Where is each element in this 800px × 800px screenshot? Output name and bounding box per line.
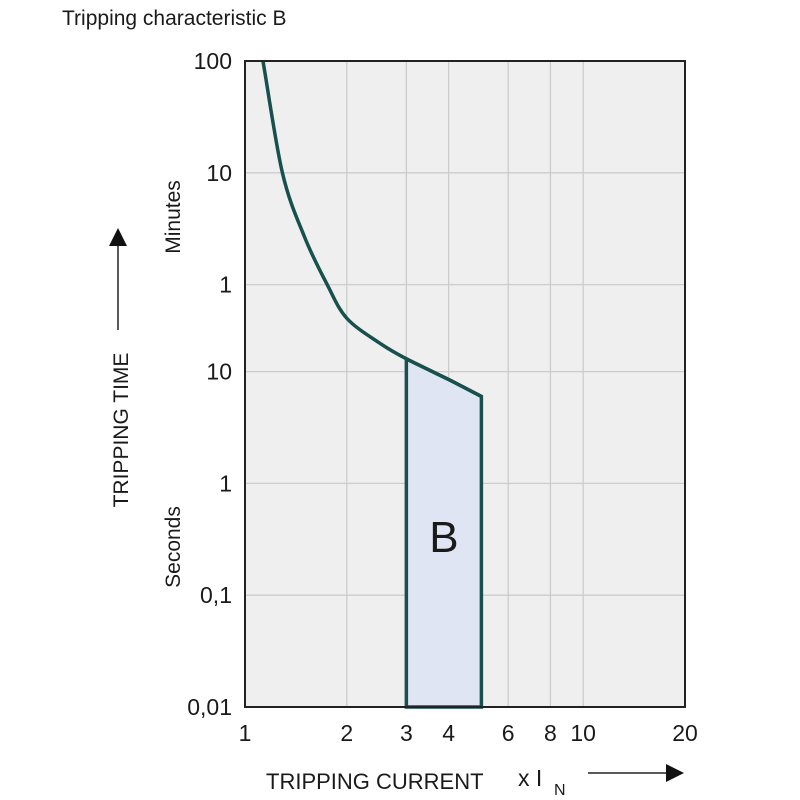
y-tick-label: 100 xyxy=(194,48,232,74)
x-tick-label: 20 xyxy=(672,720,698,746)
y-tick-label: 1 xyxy=(219,470,232,496)
x-tick-label: 6 xyxy=(502,720,515,746)
x-tick-label: 3 xyxy=(400,720,413,746)
y-tick-label: 10 xyxy=(206,359,232,385)
x-tick-label: 1 xyxy=(239,720,252,746)
x-unit-subscript: N xyxy=(554,782,566,799)
x-tick-label: 2 xyxy=(340,720,353,746)
y-tick-label: 0,01 xyxy=(187,694,232,720)
y-arrow-icon xyxy=(109,228,127,246)
x-axis-label: TRIPPING CURRENT xyxy=(266,769,484,794)
y-tick-label: 1 xyxy=(219,272,232,298)
plot-border xyxy=(244,60,686,708)
x-arrow-icon xyxy=(666,764,684,782)
y-tick-label: 10 xyxy=(206,160,232,186)
minutes-label: Minutes xyxy=(162,180,185,254)
y-axis-label: TRIPPING TIME xyxy=(110,353,133,508)
x-unit-label: x I xyxy=(518,765,542,791)
seconds-label: Seconds xyxy=(162,506,185,588)
x-tick-label: 8 xyxy=(544,720,557,746)
chart-title: Tripping characteristic B xyxy=(62,7,286,30)
y-tick-label: 0,1 xyxy=(200,582,232,608)
x-tick-label: 10 xyxy=(570,720,596,746)
x-tick-label: 4 xyxy=(442,720,455,746)
trip-curve xyxy=(261,60,483,398)
region-label: B xyxy=(429,513,458,562)
